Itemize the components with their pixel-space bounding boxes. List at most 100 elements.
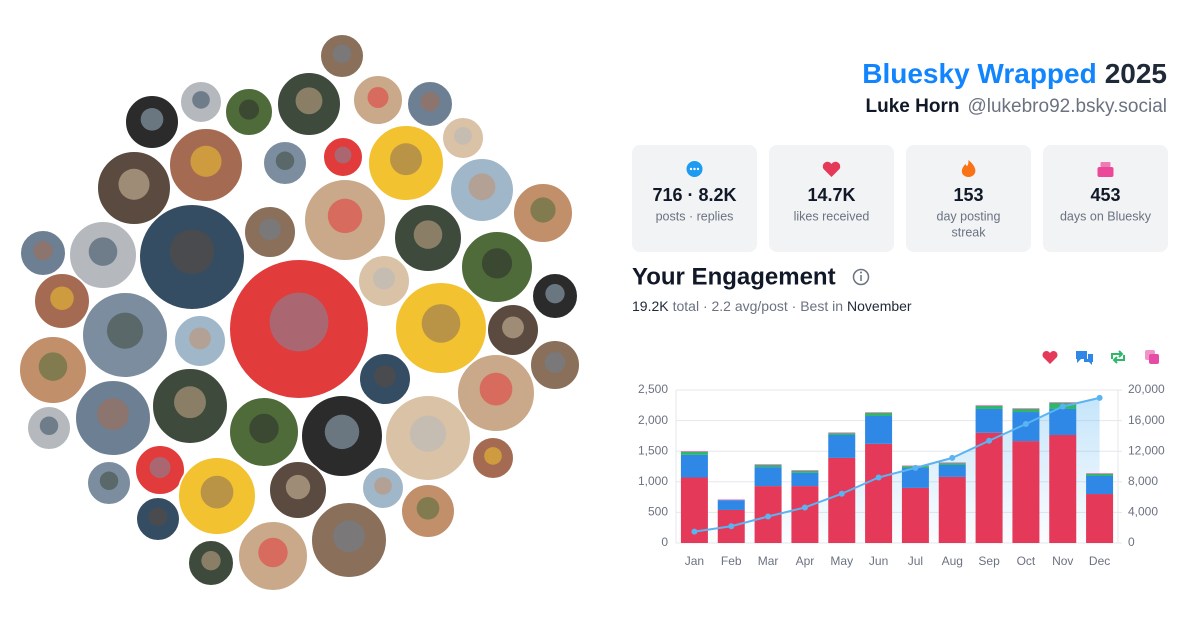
title-year: 2025	[1105, 58, 1167, 89]
y-tick-label: 2,500	[638, 382, 668, 396]
y2-tick-label: 20,000	[1128, 382, 1165, 396]
avatar-face	[99, 471, 119, 491]
bar-segment	[1012, 441, 1040, 543]
bar-segment	[938, 464, 966, 477]
avatar-face	[374, 365, 396, 388]
line-point	[949, 454, 956, 461]
avatar-face	[201, 551, 221, 571]
avatar-face	[468, 173, 496, 201]
x-tick-label: Jun	[869, 554, 888, 568]
avatar-face	[174, 386, 206, 419]
stat-value: 453	[1090, 185, 1120, 205]
avatar-face	[140, 107, 164, 131]
engagement-chart: 0 500 1,000 1,500 2,000 2,500 0 4,000 8,000 12,00…	[638, 350, 1165, 568]
avatar-face	[324, 414, 360, 450]
avatar-face	[88, 237, 118, 266]
bar-segment	[1086, 473, 1114, 474]
stat-card	[632, 145, 757, 252]
bar-segment	[865, 412, 893, 413]
avatar-face	[484, 447, 502, 465]
avatar-face	[38, 352, 68, 381]
avatar-face	[149, 457, 171, 478]
bar-segment	[754, 464, 782, 465]
bar-segment	[865, 416, 893, 444]
avatar-face	[502, 316, 524, 339]
stat-card	[769, 145, 894, 252]
legend-icon[interactable]	[1042, 350, 1058, 364]
x-tick-label: May	[830, 554, 853, 568]
avatar-face	[327, 198, 363, 234]
line-point	[691, 528, 698, 535]
legend-icon[interactable]	[1111, 350, 1125, 364]
bar-segment	[828, 432, 856, 434]
info-icon	[852, 268, 870, 286]
y2-tick-label: 16,000	[1128, 413, 1165, 427]
engagement-summary: 19.2K total · 2.2 avg/post · Best in Novem…	[632, 298, 912, 314]
stat-label: day posting	[937, 209, 1001, 223]
avatar-face	[373, 267, 395, 290]
line-point	[986, 437, 993, 444]
avatar-face	[269, 292, 329, 352]
stat-card	[1043, 145, 1168, 252]
bar-segment	[680, 451, 708, 455]
avatar-face	[106, 312, 144, 349]
x-tick-label: Nov	[1052, 554, 1073, 568]
avatar-face	[334, 146, 352, 164]
line-point	[1096, 394, 1103, 401]
stat-icon-dot	[689, 167, 693, 171]
stat-cards: 716 · 8.2K posts · replies 14.7K likes rece…	[632, 145, 1168, 252]
x-tick-label: Dec	[1089, 554, 1110, 568]
avatar-face	[285, 474, 311, 500]
bar-segment	[901, 468, 929, 488]
avatar-face	[481, 248, 513, 279]
bar-segment	[1086, 494, 1114, 543]
bar-segment	[1086, 473, 1114, 476]
bar-segment	[828, 433, 856, 435]
legend-icon[interactable]	[1076, 351, 1093, 365]
avatar-face	[333, 520, 365, 553]
bar-segment	[717, 499, 745, 501]
avatar-face	[545, 284, 565, 304]
avatar-face	[413, 220, 443, 249]
stat-label: days on Bluesky	[1060, 209, 1152, 223]
line-point	[1059, 403, 1066, 410]
avatar-face	[249, 413, 279, 444]
avatar-face	[420, 92, 440, 112]
stat-value: 716 · 8.2K	[652, 185, 736, 205]
bar-segment	[791, 472, 819, 487]
avatar-face	[332, 44, 352, 64]
y2-tick-label: 0	[1128, 535, 1135, 549]
avatar-face	[258, 537, 288, 568]
y-tick-label: 0	[661, 535, 668, 549]
x-tick-label: Feb	[721, 554, 742, 568]
stat-label: posts · replies	[656, 209, 734, 223]
stat-icon-dot	[693, 167, 696, 171]
avatar-face	[479, 372, 513, 406]
section-heading: Your Engagement	[632, 263, 836, 290]
bar-segment	[901, 487, 929, 543]
avatar-face	[259, 218, 281, 241]
stat-label: streak	[951, 225, 986, 239]
bar-segment	[975, 432, 1003, 543]
x-tick-label: Oct	[1017, 554, 1036, 568]
legend-icon[interactable]	[1149, 354, 1159, 364]
avatar-face	[118, 168, 150, 200]
stat-icon	[1097, 167, 1114, 177]
cumulative-line	[694, 396, 1100, 533]
line-point	[875, 474, 882, 481]
avatar-face	[148, 507, 168, 527]
avatar-face	[295, 87, 323, 115]
bar-segment	[1086, 475, 1114, 495]
x-tick-label: Mar	[758, 554, 779, 568]
bar-segment	[754, 464, 782, 468]
y-tick-label: 1,500	[638, 443, 668, 457]
avatar-face	[189, 327, 211, 350]
summary-total: 19.2K	[632, 298, 669, 314]
bar-segment	[680, 454, 708, 478]
x-tick-label: Sep	[978, 554, 1000, 568]
avatar-face	[50, 286, 74, 310]
stat-icon	[1100, 162, 1111, 167]
line-point	[838, 490, 845, 497]
avatar-face	[374, 477, 392, 495]
bar-segment	[1049, 402, 1077, 403]
